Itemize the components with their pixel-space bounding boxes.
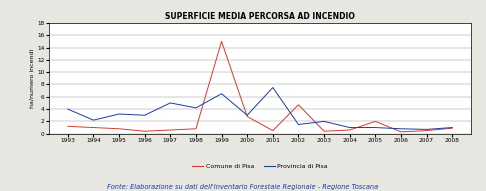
Comune di Pisa bbox=[449, 127, 455, 129]
Provincia di Pisa bbox=[193, 107, 199, 109]
Provincia di Pisa bbox=[347, 126, 353, 129]
Provincia di Pisa bbox=[90, 119, 96, 121]
Comune di Pisa bbox=[193, 128, 199, 130]
Comune di Pisa bbox=[295, 104, 301, 106]
Comune di Pisa bbox=[244, 115, 250, 118]
Comune di Pisa bbox=[116, 128, 122, 130]
Provincia di Pisa bbox=[116, 113, 122, 115]
Comune di Pisa bbox=[424, 129, 430, 132]
Comune di Pisa bbox=[65, 125, 71, 127]
Provincia di Pisa bbox=[142, 114, 148, 116]
Legend: Comune di Pisa, Provincia di Pisa: Comune di Pisa, Provincia di Pisa bbox=[190, 161, 330, 172]
Comune di Pisa bbox=[219, 40, 225, 43]
Comune di Pisa bbox=[347, 129, 353, 131]
Provincia di Pisa bbox=[295, 123, 301, 126]
Comune di Pisa bbox=[142, 130, 148, 132]
Provincia di Pisa bbox=[167, 102, 173, 104]
Provincia di Pisa bbox=[372, 126, 378, 129]
Comune di Pisa bbox=[270, 129, 276, 132]
Provincia di Pisa bbox=[321, 120, 327, 123]
Comune di Pisa bbox=[372, 120, 378, 123]
Provincia di Pisa bbox=[398, 128, 404, 130]
Y-axis label: ha/numero incendi: ha/numero incendi bbox=[29, 49, 35, 108]
Comune di Pisa bbox=[167, 129, 173, 131]
Provincia di Pisa bbox=[244, 114, 250, 116]
Provincia di Pisa bbox=[219, 93, 225, 95]
Title: SUPERFICIE MEDIA PERCORSA AD INCENDIO: SUPERFICIE MEDIA PERCORSA AD INCENDIO bbox=[165, 12, 355, 21]
Provincia di Pisa bbox=[449, 126, 455, 129]
Text: Fonte: Elaborazione su dati dell'Inventario Forestale Regionale - Regione Toscan: Fonte: Elaborazione su dati dell'Inventa… bbox=[107, 184, 379, 190]
Comune di Pisa bbox=[90, 126, 96, 129]
Provincia di Pisa bbox=[270, 86, 276, 89]
Comune di Pisa bbox=[398, 131, 404, 133]
Provincia di Pisa bbox=[424, 128, 430, 130]
Comune di Pisa bbox=[321, 130, 327, 132]
Line: Provincia di Pisa: Provincia di Pisa bbox=[68, 87, 452, 129]
Line: Comune di Pisa: Comune di Pisa bbox=[68, 41, 452, 132]
Provincia di Pisa bbox=[65, 108, 71, 110]
